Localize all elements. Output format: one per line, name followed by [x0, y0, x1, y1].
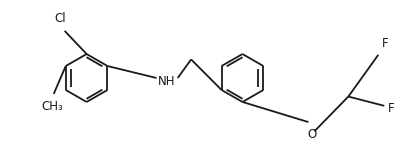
Text: F: F: [382, 37, 389, 50]
Text: F: F: [388, 102, 395, 115]
Text: NH: NH: [158, 75, 175, 88]
Text: O: O: [308, 128, 317, 141]
Text: Cl: Cl: [55, 12, 67, 25]
Text: CH₃: CH₃: [41, 100, 63, 113]
